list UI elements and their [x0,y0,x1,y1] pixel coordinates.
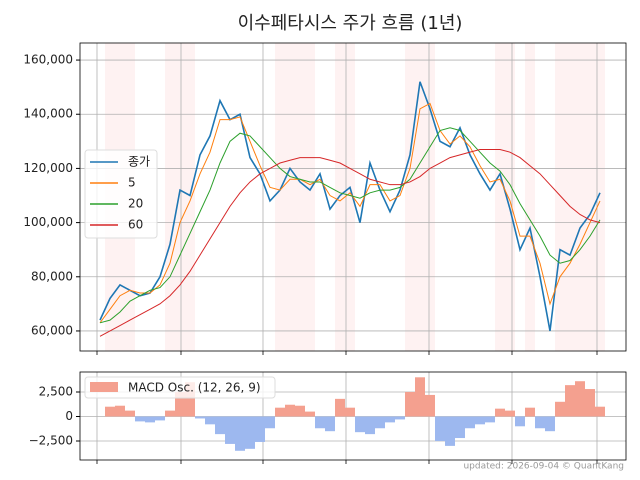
oscillator-bar [385,416,395,423]
oscillator-bar [585,389,595,417]
oscillator-bar [375,416,385,429]
oscillator-bar [255,416,265,442]
oscillator-bar [505,410,515,417]
oscillator-bar [355,416,365,433]
signal-band [285,43,295,351]
footer: updated: 2026-09-04 © QuantKang [463,462,624,472]
oscillator-bar [205,416,215,425]
oscillator-bar [365,416,375,435]
oscillator-bar [265,416,275,429]
signal-band [565,43,575,351]
signal-band [575,43,585,351]
legend-box [84,376,276,399]
oscillator-bar [405,391,415,417]
price-line [99,81,601,332]
oscillator-bar [195,416,205,419]
oscillator-bar [525,407,535,417]
signal-band [495,43,505,351]
oscillator-bar [275,407,285,417]
y-tick-label: 80,000 [31,269,73,283]
oscillator-bar [445,416,455,446]
y-tick-label: 60,000 [31,323,73,337]
signal-band [555,43,565,351]
legend: MACD Osc. (12, 26, 9) [84,376,276,399]
y-tick-label: 160,000 [23,53,73,67]
oscillator-bar [295,405,305,417]
signal-band [415,43,425,351]
oscillator-bar [185,382,195,417]
oscillator-bar [165,410,175,417]
signal-band [185,43,195,351]
oscillator-bar [145,416,155,423]
oscillator-bar [475,416,485,425]
oscillator-bar [215,416,225,435]
oscillator-bar [535,416,545,429]
y-tick-label: 2,500 [39,384,73,398]
oscillator-bar [555,401,565,417]
oscillator-bar [335,398,345,417]
oscillator-bar [395,416,405,420]
oscillator-bar [325,416,335,432]
oscillator-bar [175,391,185,417]
signal-band [525,43,535,351]
oscillator-bar [345,407,355,417]
oscillator-bar [225,416,235,444]
oscillator-bar [125,410,135,417]
legend-box [84,149,158,239]
oscillator-bar [435,416,445,441]
oscillator-bar [425,394,435,417]
oscillator-bar [595,406,605,417]
chart-title: 이수페타시스 주가 흐름 (1년) [238,13,463,34]
oscillator-bar [245,416,255,449]
axes-frame [79,371,627,461]
legend-label: 20 [128,197,143,211]
signal-band [275,43,285,351]
signal-band [335,43,345,351]
axes-frame [79,42,627,352]
signal-band [585,43,595,351]
oscillator-bar [315,416,325,429]
legend-label: 종가 [128,155,150,169]
signal-band [425,43,435,351]
oscillator-bar [455,416,465,439]
oscillator-bar [305,411,315,417]
oscillator-bar [105,406,115,417]
signal-band [595,43,605,351]
signal-band [295,43,305,351]
y-tick-label: 120,000 [23,161,73,175]
y-tick-label: 140,000 [23,107,73,121]
oscillator-bar [415,377,425,417]
oscillator-bar [545,416,555,432]
oscillator-bar [465,416,475,429]
price-line [99,102,601,324]
oscillator-bar [565,385,575,417]
oscillator-bar [115,405,125,417]
y-tick-label: 0 [65,409,73,423]
y-tick-label: 100,000 [23,215,73,229]
oscillator-bar [575,381,585,417]
signal-band [405,43,415,351]
oscillator-bar [485,416,495,423]
legend-swatch [90,382,118,392]
oscillator-bar [515,416,525,427]
oscillator-bar [495,408,505,417]
oscillator-bar [155,416,165,421]
legend-label: MACD Osc. (12, 26, 9) [128,381,261,395]
y-tick-label: −2,500 [29,433,73,447]
oscillator-bar [235,416,245,451]
signal-band [345,43,355,351]
legend-label: 5 [128,176,136,190]
signal-band [165,43,175,351]
price-line [99,127,601,324]
oscillator-bar [285,404,295,417]
signal-band [305,43,315,351]
signal-band [175,43,185,351]
price-line [99,148,601,337]
legend: 종가 5 20 60 [84,149,158,239]
signal-band [505,43,515,351]
legend-label: 60 [128,218,143,232]
oscillator-bar [135,416,145,422]
